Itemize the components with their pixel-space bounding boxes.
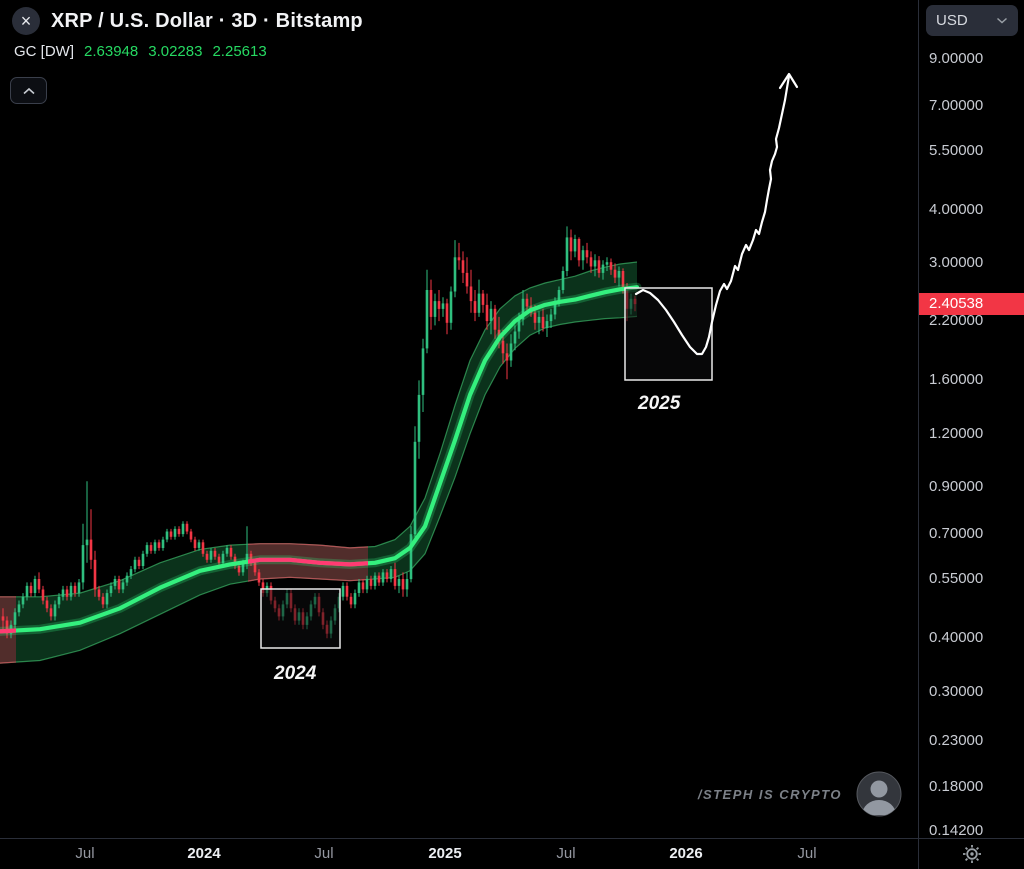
chevron-up-icon: [22, 87, 35, 94]
last-price-badge: 2.40538: [919, 293, 1024, 315]
gear-icon: [962, 845, 981, 863]
chart-header: × XRP / U.S. Dollar · 3D · Bitstamp GC […: [0, 0, 375, 67]
price-tick: 1.20000: [929, 425, 984, 442]
price-tick: 7.00000: [929, 97, 984, 114]
price-tick: 2.20000: [929, 312, 984, 329]
candlestick-series: [1, 226, 637, 639]
price-tick: 0.14200: [929, 822, 984, 839]
indicator-value-lower: 2.25613: [212, 43, 267, 60]
price-tick: 0.40000: [929, 629, 984, 646]
collapse-toolbar-button[interactable]: [10, 77, 47, 104]
gc-band-fill: [0, 262, 637, 664]
price-tick: 0.70000: [929, 525, 984, 542]
indicator-value-mid: 2.63948: [84, 43, 139, 60]
price-tick: 1.60000: [929, 371, 984, 388]
time-tick: Jul: [556, 845, 576, 862]
time-axis-corner: [918, 839, 1024, 869]
chevron-down-icon: [997, 17, 1007, 24]
time-tick: Jul: [797, 845, 817, 862]
time-axis[interactable]: Jul 2024 Jul 2025 Jul 2026 Jul: [0, 838, 1024, 869]
gc-band-upper-edge: [0, 261, 638, 598]
price-tick: 3.00000: [929, 254, 984, 271]
time-tick: 2025: [428, 845, 462, 862]
time-tick: Jul: [314, 845, 334, 862]
drawing-projection-path[interactable]: [634, 74, 791, 356]
watermark: /STEPH IS CRYPTO: [0, 771, 902, 817]
price-tick: 0.55000: [929, 570, 984, 587]
price-tick: 9.00000: [929, 50, 984, 67]
price-tick: 0.30000: [929, 683, 984, 700]
indicator-row[interactable]: GC [DW] 2.63948 3.02283 2.25613: [12, 43, 363, 60]
time-tick: Jul: [75, 845, 95, 862]
drawing-box-2024[interactable]: [260, 588, 341, 649]
watermark-text: /STEPH IS CRYPTO: [697, 786, 842, 802]
currency-label: USD: [936, 12, 968, 29]
drawing-label-2024[interactable]: 2024: [273, 663, 317, 684]
time-tick: 2024: [187, 845, 221, 862]
title-row: × XRP / U.S. Dollar · 3D · Bitstamp: [12, 7, 363, 35]
price-tick: 5.50000: [929, 142, 984, 159]
price-tick: 0.90000: [929, 478, 984, 495]
price-tick: 4.00000: [929, 201, 984, 218]
indicator-name[interactable]: GC [DW]: [14, 43, 74, 60]
close-icon: ×: [20, 11, 32, 31]
avatar: [856, 771, 902, 817]
indicator-value-upper: 3.02283: [148, 43, 203, 60]
close-button[interactable]: ×: [12, 7, 40, 35]
settings-button[interactable]: [959, 841, 985, 867]
chart-pane[interactable]: 2024 2025: [0, 0, 918, 838]
drawing-box-2025[interactable]: [624, 287, 713, 381]
drawing-label-2025[interactable]: 2025: [637, 393, 681, 414]
gc-band-lower-edge: [0, 315, 638, 664]
drawing-arrowhead-icon[interactable]: [778, 72, 799, 90]
price-tick: 0.18000: [929, 778, 984, 795]
time-tick: 2026: [669, 845, 703, 862]
currency-selector[interactable]: USD: [926, 5, 1018, 36]
gc-mid-line: [0, 285, 640, 634]
price-tick: 0.23000: [929, 732, 984, 749]
symbol-title[interactable]: XRP / U.S. Dollar · 3D · Bitstamp: [51, 9, 363, 32]
price-axis[interactable]: USD 9.00000 7.00000 5.50000 4.00000 3.00000 2…: [918, 0, 1024, 839]
